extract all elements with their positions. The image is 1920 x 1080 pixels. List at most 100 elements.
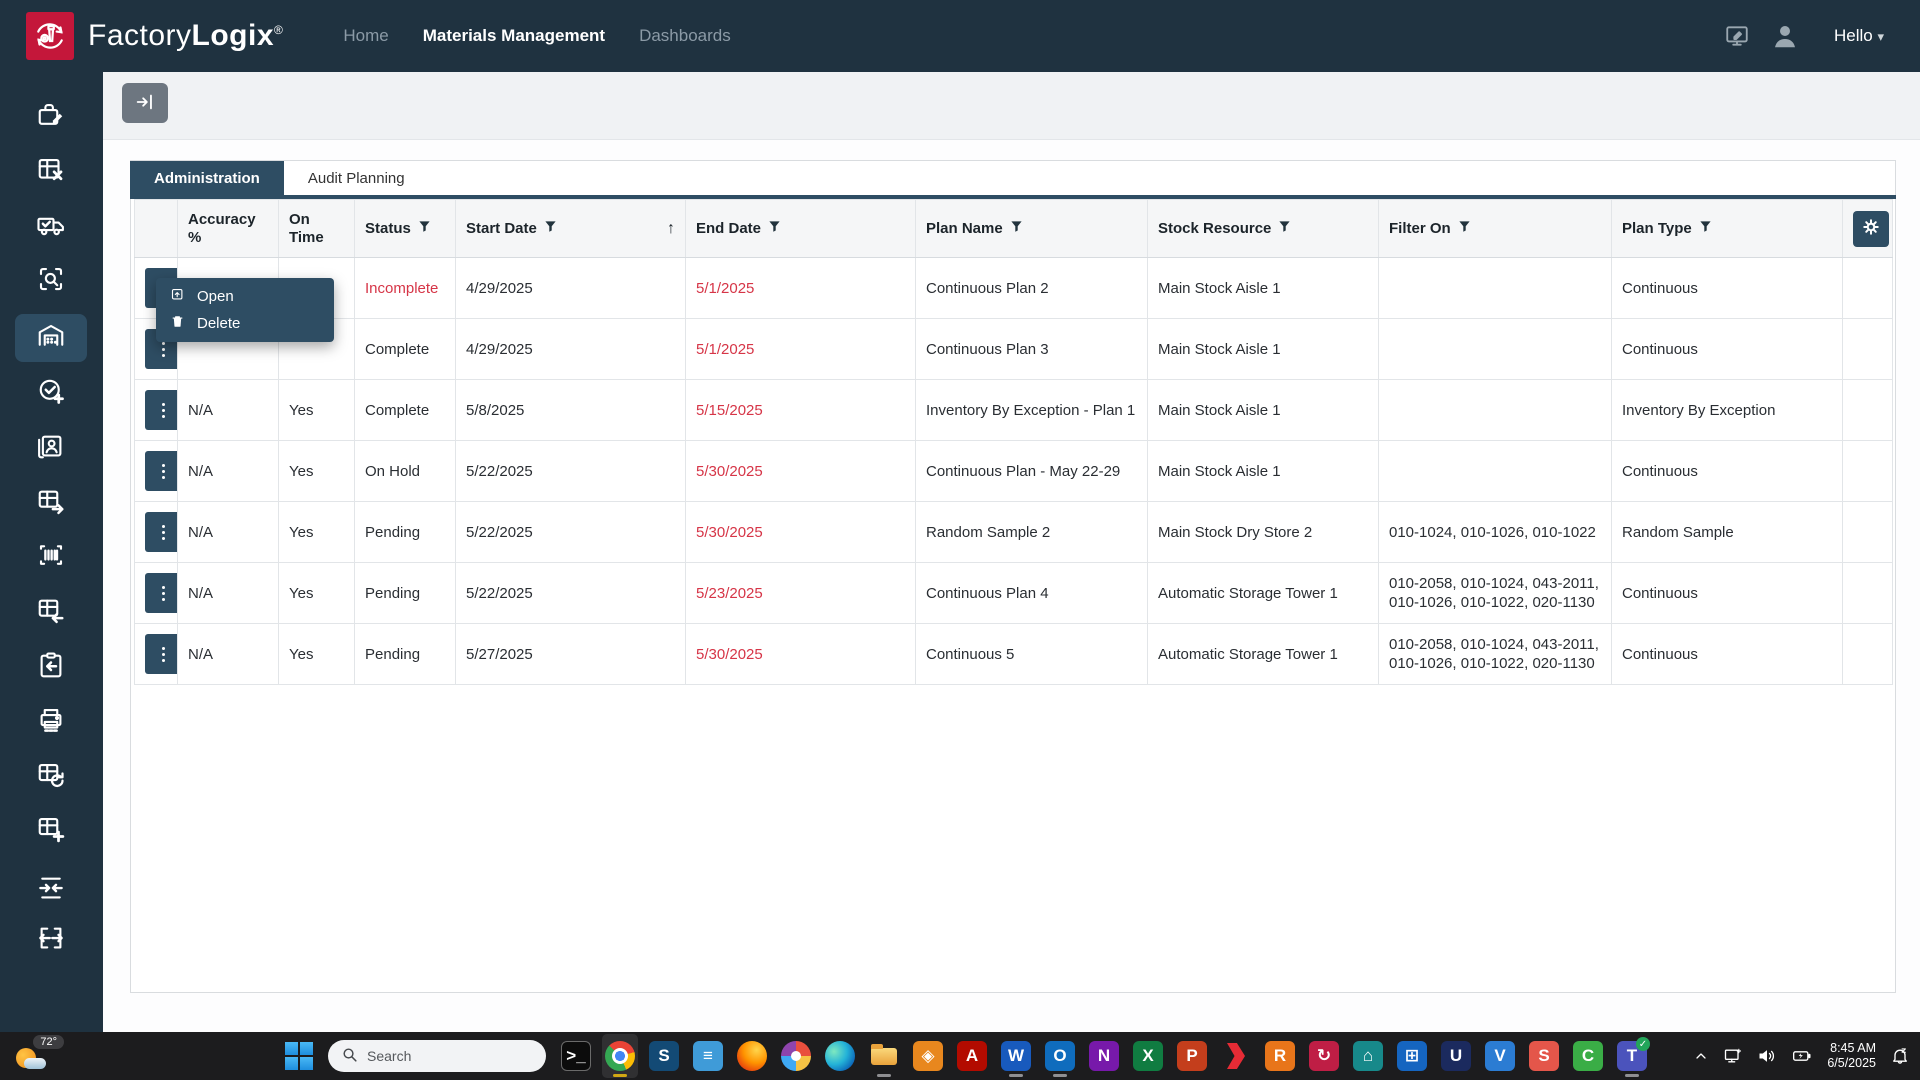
table-row[interactable]: Complete 4/29/2025 5/1/2025 Continuous Plan… — [134, 318, 1893, 380]
taskbar-app-paint[interactable] — [778, 1034, 814, 1078]
sidebar-item-printer-labels[interactable] — [15, 698, 87, 746]
table-row[interactable]: N/A Yes Pending 5/22/2025 5/23/2025 Continuou… — [134, 562, 1893, 624]
row-menu-button[interactable] — [145, 451, 177, 491]
sidebar-item-table-import[interactable] — [15, 588, 87, 636]
user-menu[interactable]: Hello ▾ — [1833, 26, 1884, 45]
taskbar-app-teams[interactable]: T ✓ — [1614, 1034, 1650, 1078]
taskbar-app-workbench-app[interactable]: ⊞ — [1394, 1034, 1430, 1078]
monitor-plug-icon[interactable] — [1723, 1046, 1743, 1066]
taskbar-app-command-prompt[interactable]: >_ — [558, 1034, 594, 1078]
filter-funnel-icon[interactable] — [1699, 220, 1712, 238]
trash-icon — [170, 314, 185, 333]
col-header-start-date[interactable]: Start Date ↑ — [455, 199, 686, 258]
filter-funnel-icon[interactable] — [768, 220, 781, 238]
user-profile-icon[interactable] — [1770, 21, 1800, 51]
sort-asc-icon[interactable]: ↑ — [667, 219, 675, 237]
sidebar — [0, 72, 103, 1032]
taskbar-app-ribbon-app[interactable] — [1218, 1034, 1254, 1078]
row-menu-button[interactable] — [145, 573, 177, 613]
taskbar-app-solid-s-app[interactable]: S — [646, 1034, 682, 1078]
taskbar-app-file-explorer[interactable] — [866, 1034, 902, 1078]
taskbar-clock[interactable]: 8:45 AM 6/5/2025 — [1827, 1041, 1876, 1070]
row-menu-button[interactable] — [145, 512, 177, 552]
taskbar-app-factory-app[interactable]: ⌂ — [1350, 1034, 1386, 1078]
sidebar-item-barcode-scan[interactable] — [15, 533, 87, 581]
context-menu-delete[interactable]: Delete — [156, 310, 334, 337]
taskbar-app-operator-app[interactable]: R — [1262, 1034, 1298, 1078]
col-header-status[interactable]: Status — [354, 199, 456, 258]
taskbar-app-outlook[interactable]: O — [1042, 1034, 1078, 1078]
taskbar-app-snagit[interactable]: S — [1526, 1034, 1562, 1078]
sidebar-item-work-order-edit[interactable] — [15, 93, 87, 141]
sidebar-item-table-export[interactable] — [15, 479, 87, 527]
filter-funnel-icon[interactable] — [418, 220, 431, 238]
sidebar-item-contact-card[interactable] — [15, 424, 87, 472]
sidebar-item-expand-arrows[interactable] — [15, 916, 87, 964]
taskbar-search[interactable]: Search — [328, 1040, 546, 1072]
filter-funnel-icon[interactable] — [1458, 220, 1471, 238]
taskbar-app-edge[interactable] — [822, 1034, 858, 1078]
weather-widget[interactable]: 72° — [8, 1034, 66, 1078]
battery-icon[interactable] — [1791, 1046, 1813, 1066]
taskbar-app-excel[interactable]: X — [1130, 1034, 1166, 1078]
nav-dashboards[interactable]: Dashboards — [639, 26, 731, 45]
col-header-end-date[interactable]: End Date — [685, 199, 916, 258]
sidebar-item-audit-check-add[interactable] — [15, 369, 87, 417]
table-row[interactable]: N/A Yes Pending 5/27/2025 5/30/2025 Continuou… — [134, 623, 1893, 685]
sidebar-item-clipboard-return[interactable] — [15, 643, 87, 691]
nav-home[interactable]: Home — [343, 26, 389, 45]
monitor-edit-icon[interactable] — [1724, 23, 1750, 49]
collapse-arrows-icon — [36, 873, 66, 908]
tab-audit-planning[interactable]: Audit Planning — [307, 169, 405, 187]
row-menu-button[interactable] — [145, 634, 177, 674]
cell-plan: Inventory By Exception - Plan 1 — [915, 379, 1148, 441]
filter-funnel-icon[interactable] — [1278, 220, 1291, 238]
taskbar-app-visio[interactable]: V — [1482, 1034, 1518, 1078]
taskbar-app-camtasia[interactable]: C — [1570, 1034, 1606, 1078]
cell-stock: Automatic Storage Tower 1 — [1147, 562, 1379, 624]
filter-funnel-icon[interactable] — [544, 220, 557, 238]
column-settings-button[interactable] — [1853, 210, 1889, 247]
sidebar-item-scan-search[interactable] — [15, 257, 87, 305]
taskbar-app-onenote[interactable]: N — [1086, 1034, 1122, 1078]
filter-funnel-icon[interactable] — [1010, 220, 1023, 238]
sidebar-item-table-add[interactable] — [15, 807, 87, 855]
taskbar-app-acrobat[interactable]: A — [954, 1034, 990, 1078]
taskbar-app-factorylogix-client[interactable]: ↻ — [1306, 1034, 1342, 1078]
sidebar-item-warehouse[interactable] — [15, 314, 87, 362]
taskbar-app-utility-app[interactable]: U — [1438, 1034, 1474, 1078]
col-header-plan-name[interactable]: Plan Name — [915, 199, 1148, 258]
taskbar-app-powerpoint[interactable]: P — [1174, 1034, 1210, 1078]
tab-administration[interactable]: Administration — [130, 161, 284, 195]
sidebar-item-table-refresh[interactable] — [15, 753, 87, 801]
table-row[interactable]: N/A Yes Pending 5/22/2025 5/30/2025 Random Sa… — [134, 501, 1893, 563]
factorylogix-logo-icon[interactable] — [26, 12, 74, 60]
sidebar-item-collapse-arrows[interactable] — [15, 866, 87, 914]
col-header-gear[interactable] — [1842, 199, 1893, 258]
col-header-plan-type[interactable]: Plan Type — [1611, 199, 1843, 258]
col-header-filter-on[interactable]: Filter On — [1378, 199, 1612, 258]
taskbar-app-firefox[interactable] — [734, 1034, 770, 1078]
taskbar-app-chrome[interactable] — [602, 1034, 638, 1078]
nav-materials-management[interactable]: Materials Management — [422, 26, 606, 45]
speaker-icon[interactable] — [1757, 1046, 1777, 1066]
taskbar-app-word[interactable]: W — [998, 1034, 1034, 1078]
sidebar-item-shipping-truck-check[interactable] — [15, 203, 87, 251]
table-row[interactable]: N/A Yes Complete 5/8/2025 5/15/2025 Inventory… — [134, 379, 1893, 441]
table-row[interactable]: N/A Yes On Hold 5/22/2025 5/30/2025 Continuou… — [134, 440, 1893, 502]
notification-bell-icon[interactable] — [1890, 1046, 1910, 1066]
taskbar-app-diagram-tool[interactable]: ◈ — [910, 1034, 946, 1078]
cell-type: Continuous — [1611, 623, 1843, 685]
go-to-end-button[interactable] — [122, 83, 168, 123]
context-menu-open[interactable]: Open — [156, 283, 334, 310]
col-header-stock-resource[interactable]: Stock Resource — [1147, 199, 1379, 258]
cell-status: Complete — [354, 318, 456, 380]
row-menu-button[interactable] — [145, 390, 177, 430]
start-button[interactable] — [282, 1039, 316, 1073]
chevron-up-icon[interactable] — [1693, 1048, 1709, 1064]
sidebar-item-table-remove[interactable] — [15, 148, 87, 196]
taskbar-app-notepad[interactable]: ≡ — [690, 1034, 726, 1078]
cell-plan: Continuous Plan 3 — [915, 318, 1148, 380]
table-row[interactable]: N/ANoIncomplete4/29/20255/1/2025Continuo… — [134, 257, 1893, 319]
diagram-tool-icon: ◈ — [913, 1041, 943, 1071]
